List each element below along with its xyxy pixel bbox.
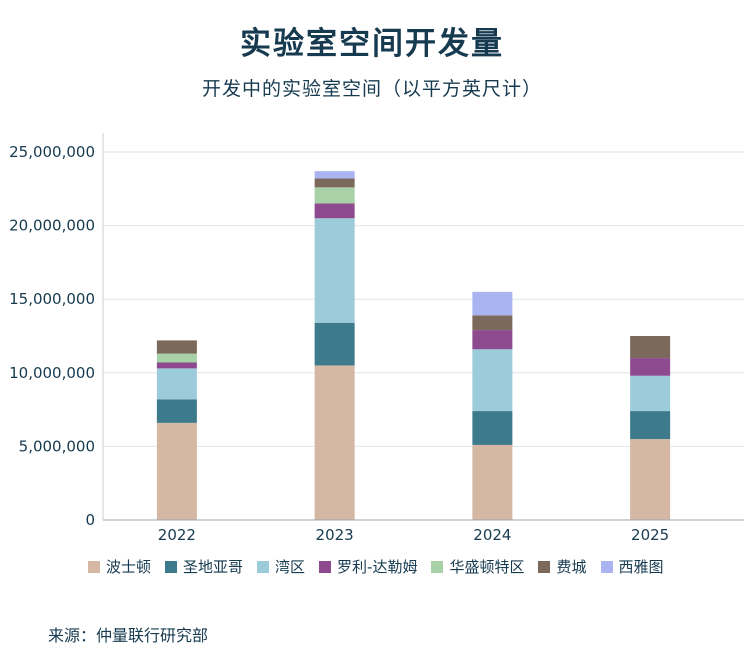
bar-segment xyxy=(472,291,513,316)
bar-segment xyxy=(156,362,197,369)
bar-segment xyxy=(472,349,513,412)
bar-segment xyxy=(472,315,513,331)
legend-swatch xyxy=(431,560,444,573)
legend-label: 波士顿 xyxy=(106,558,152,576)
legend-label: 湾区 xyxy=(275,558,306,576)
y-tick-label: 5,000,000 xyxy=(19,437,95,455)
x-tick-label: 2023 xyxy=(316,526,354,544)
legend-label: 圣地亚哥 xyxy=(183,558,244,576)
y-tick-label: 20,000,000 xyxy=(9,217,95,235)
legend-item: 费城 xyxy=(538,556,587,577)
bar-segment xyxy=(314,218,355,323)
bar-segment xyxy=(156,422,197,520)
legend-label: 华盛顿特区 xyxy=(449,558,525,576)
bar-segment xyxy=(630,439,671,520)
x-tick-label: 2024 xyxy=(473,526,511,544)
bar-segment xyxy=(314,203,355,219)
bar-segment xyxy=(314,187,355,204)
bar-segment xyxy=(630,358,671,376)
legend-swatch xyxy=(88,560,100,573)
bar-segment xyxy=(630,411,671,440)
bar-segment xyxy=(630,336,671,359)
bar-segment xyxy=(156,399,197,423)
legend-label: 费城 xyxy=(556,558,587,576)
x-axis-ticks: 2022 2023 2024 2025 xyxy=(158,526,669,544)
legend-item: 西雅图 xyxy=(600,556,664,577)
legend-label: 西雅图 xyxy=(618,558,664,576)
bar-segment xyxy=(314,365,355,520)
legend-item: 波士顿 xyxy=(88,556,151,577)
legend-swatch xyxy=(600,560,613,573)
y-tick-label: 10,000,000 xyxy=(9,364,95,382)
stacked-bar-chart: 0 5,000,000 10,000,000 15,000,000 20,000,000… xyxy=(9,133,744,544)
legend-swatch xyxy=(319,560,332,573)
y-tick-label: 15,000,000 xyxy=(9,290,95,308)
y-tick-label: 0 xyxy=(85,511,95,529)
legend-item: 华盛顿特区 xyxy=(431,556,524,577)
y-axis-ticks: 0 5,000,000 10,000,000 15,000,000 20,000,000… xyxy=(9,143,95,529)
chart-legend: 波士顿 圣地亚哥 湾区 罗利-达勒姆 华盛顿特区 费城 西雅图 xyxy=(88,556,664,577)
bar-segment xyxy=(156,340,197,354)
legend-swatch xyxy=(165,560,178,573)
bar-segment xyxy=(314,171,355,179)
bar-segment xyxy=(314,178,355,188)
bar-segment xyxy=(472,444,513,520)
legend-swatch xyxy=(257,560,270,573)
bars xyxy=(156,171,671,520)
x-tick-label: 2022 xyxy=(158,526,196,544)
bar-segment xyxy=(314,322,355,366)
bar-segment xyxy=(156,353,197,363)
legend-item: 湾区 xyxy=(257,556,305,577)
bar-segment xyxy=(156,368,197,400)
bar-segment xyxy=(472,330,513,350)
legend-item: 圣地亚哥 xyxy=(165,556,243,577)
bar-segment xyxy=(630,375,671,412)
legend-item: 罗利-达勒姆 xyxy=(319,556,417,577)
legend-label: 罗利-达勒姆 xyxy=(337,558,418,576)
legend-swatch xyxy=(538,560,551,573)
source-note: 来源：仲量联行研究部 xyxy=(48,626,209,645)
bar-segment xyxy=(472,411,513,445)
x-tick-label: 2025 xyxy=(631,526,669,544)
chart-subtitle: 开发中的实验室空间（以平方英尺计） xyxy=(201,78,542,100)
y-tick-label: 25,000,000 xyxy=(9,143,95,161)
chart-title: 实验室空间开发量 xyxy=(240,26,504,62)
